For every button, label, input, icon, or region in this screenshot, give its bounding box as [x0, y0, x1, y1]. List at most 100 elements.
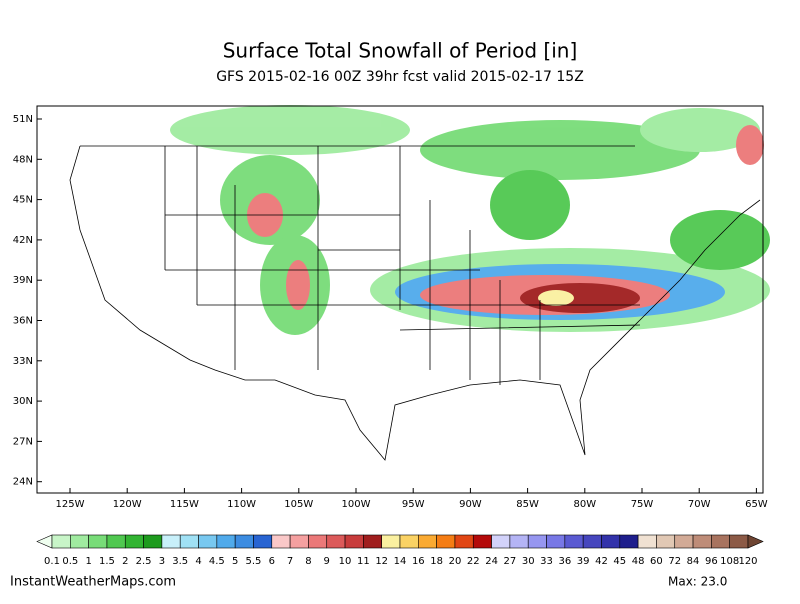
- lon-label: 115W: [170, 499, 199, 510]
- colorbar-label: 12: [375, 556, 388, 567]
- colorbar-label: 120: [738, 556, 757, 567]
- colorbar-box: [527, 534, 547, 549]
- lon-label: 100W: [342, 499, 371, 510]
- colorbar-box: [198, 534, 218, 549]
- colorbar-box: [124, 534, 144, 549]
- colorbar-label: 27: [504, 556, 517, 567]
- lat-label: 30N: [13, 396, 33, 407]
- borders: [69, 145, 761, 461]
- source: InstantWeatherMaps.com: [10, 575, 176, 590]
- colorbar-box: [601, 534, 621, 549]
- lat-labels: 51N 48N 45N 42N 39N 36N 33N 30N 27N 24N: [13, 114, 42, 488]
- lon-label: 65W: [745, 499, 768, 510]
- snow-area: [286, 260, 310, 310]
- colorbar-box: [418, 534, 437, 549]
- colorbar-label: 0.5: [62, 556, 78, 567]
- lon-label: 80W: [573, 499, 596, 510]
- subtitle: GFS 2015-02-16 00Z 39hr fcst valid 2015-…: [216, 69, 584, 85]
- colorbar-label: 108: [720, 556, 739, 567]
- colorbar-box: [472, 534, 492, 549]
- colorbar-box: [253, 534, 273, 549]
- colorbar-label: 10: [339, 556, 352, 567]
- colorbar-label: 9: [324, 556, 330, 567]
- colorbar-label: 18: [430, 556, 443, 567]
- colorbar-label: 11: [357, 556, 370, 567]
- colorbar-label: 0.1: [44, 556, 60, 567]
- colorbar-box: [656, 534, 676, 549]
- colorbar-box: [161, 534, 181, 549]
- colorbar-label: 39: [577, 556, 590, 567]
- lon-label: 85W: [516, 499, 539, 510]
- snow-area: [640, 108, 760, 152]
- colorbar-label: 5: [232, 556, 238, 567]
- colorbar-box: [692, 534, 712, 549]
- colorbar-label: 72: [668, 556, 681, 567]
- colorbar-box: [363, 534, 382, 549]
- colorbar-label: 96: [705, 556, 718, 567]
- colorbar-label: 60: [650, 556, 663, 567]
- colorbar-end: [36, 534, 53, 549]
- snow-area: [538, 290, 574, 306]
- colorbar-label: 45: [613, 556, 626, 567]
- colorbar-box: [637, 534, 657, 549]
- colorbar-label: 24: [485, 556, 498, 567]
- colorbar-label: 6: [269, 556, 275, 567]
- colorbar-box: [308, 534, 328, 549]
- colorbar-box: [344, 534, 364, 549]
- lat-label: 24N: [13, 477, 33, 488]
- colorbar-label: 4: [195, 556, 201, 567]
- colorbar-label: 30: [522, 556, 535, 567]
- lon-label: 90W: [459, 499, 482, 510]
- colorbar-label: 3: [159, 556, 165, 567]
- colorbar-box: [619, 534, 639, 549]
- colorbar-box: [729, 534, 749, 549]
- lon-labels: 125W 120W 115W 110W 105W 100W 95W 90W 85W 80W 75W 7…: [56, 488, 768, 510]
- colorbar-box: [271, 534, 291, 549]
- colorbar-label: 5.5: [246, 556, 262, 567]
- max-value: Max: 23.0: [668, 575, 727, 589]
- colorbar-label: 2.5: [136, 556, 152, 567]
- lat-label: 45N: [13, 195, 33, 206]
- colorbar-label: 33: [540, 556, 553, 567]
- colorbar-box: [88, 534, 108, 549]
- map-frame: [36, 105, 764, 494]
- lon-label: 95W: [402, 499, 425, 510]
- colorbar-box: [106, 534, 126, 549]
- colorbar-box: [564, 534, 584, 549]
- colorbar-label: 22: [467, 556, 480, 567]
- colorbar-box: [179, 534, 199, 549]
- coastline: [69, 145, 761, 461]
- lon-label: 120W: [113, 499, 142, 510]
- colorbar-label: 8: [305, 556, 311, 567]
- colorbar-box: [399, 534, 419, 549]
- lon-label: 75W: [631, 499, 654, 510]
- colorbar-box: [289, 534, 309, 549]
- colorbar-box: [234, 534, 254, 549]
- colorbar-box: [711, 534, 730, 549]
- lon-label: 105W: [284, 499, 313, 510]
- lat-label: 42N: [13, 235, 33, 246]
- colorbar-box: [674, 534, 694, 549]
- title: Surface Total Snowfall of Period [in]: [223, 39, 578, 63]
- colorbar-label: 1.5: [99, 556, 115, 567]
- colorbar-end: [747, 534, 764, 549]
- colorbar: 0.1 0.5 1 1.5 2 2.5 3 3.5 4 4.5 5 5.5 6 7 8 9 10 11 12 14 16…: [36, 534, 764, 567]
- lon-label: 70W: [688, 499, 711, 510]
- lat-label: 51N: [13, 114, 33, 125]
- snow-area: [170, 105, 410, 155]
- lat-label: 48N: [13, 154, 33, 165]
- lon-label: 110W: [227, 499, 256, 510]
- colorbar-box: [143, 534, 163, 549]
- colorbar-label: 16: [412, 556, 425, 567]
- colorbar-box: [509, 534, 529, 549]
- colorbar-label: 20: [449, 556, 462, 567]
- colorbar-label: 1: [85, 556, 91, 567]
- colorbar-box: [491, 534, 511, 549]
- lat-label: 27N: [13, 436, 33, 447]
- colorbar-box: [436, 534, 456, 549]
- colorbar-label: 48: [632, 556, 645, 567]
- colorbar-label: 4.5: [209, 556, 225, 567]
- colorbar-label: 7: [287, 556, 293, 567]
- colorbar-box: [454, 534, 474, 549]
